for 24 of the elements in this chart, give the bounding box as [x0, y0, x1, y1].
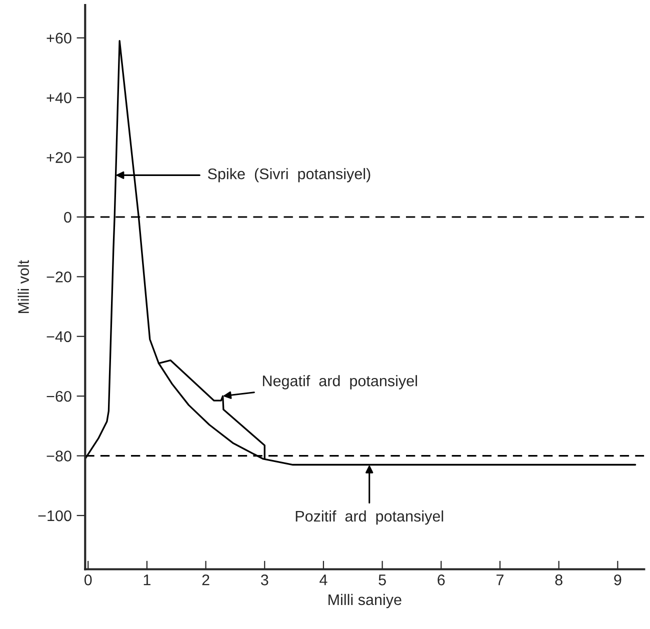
annotation: Pozitif ard potansiyel [296, 510, 444, 525]
y-tick-label: +20 [46, 152, 72, 163]
x-tick-label: 2 [202, 574, 210, 586]
x-tick-label: 6 [438, 574, 445, 586]
y-tick-label: −40 [46, 331, 72, 342]
y-tick-label: +60 [46, 32, 72, 44]
y-tick-label: −60 [46, 390, 72, 402]
x-tick-label: 7 [496, 574, 504, 586]
x-tick-label: 3 [260, 574, 268, 586]
x-tick-label: 9 [614, 574, 622, 586]
x-axis-title: Milli saniye [328, 594, 402, 608]
y-tick-label: +40 [46, 92, 72, 104]
y-tick-label: 0 [64, 212, 72, 223]
y-tick-label: −20 [46, 272, 72, 282]
x-tick-label: 1 [144, 574, 150, 586]
x-tick-label: 5 [378, 574, 386, 586]
x-tick-label: 8 [555, 574, 562, 586]
x-tick-label: 0 [84, 574, 92, 586]
y-axis-title: Milli volt [18, 260, 29, 314]
annotation: Negatif ard potansiyel [262, 375, 417, 390]
y-tick-label: −100 [38, 510, 72, 522]
y-tick-label: −80 [46, 450, 72, 462]
x-tick-label: 4 [320, 574, 328, 586]
annotation: Spike (Sivri potansiyel) [208, 168, 370, 182]
